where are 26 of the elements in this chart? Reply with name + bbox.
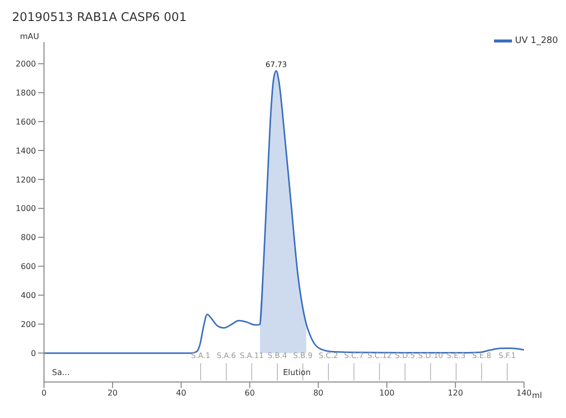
y-tick-label: 600 xyxy=(20,262,36,272)
x-tick-label: 40 xyxy=(176,388,186,398)
y-tick-label: 200 xyxy=(20,320,36,329)
y-tick-label: 1600 xyxy=(16,117,36,126)
y-tick-label: 800 xyxy=(20,233,36,242)
y-axis-title: mAU xyxy=(20,32,40,41)
y-tick-label: 1800 xyxy=(16,88,36,98)
chart-title: 20190513 RAB1A CASP6 001 xyxy=(12,10,187,24)
y-tick-label: 0 xyxy=(30,348,36,358)
x-axis-title: ml xyxy=(532,390,542,400)
line-series xyxy=(44,70,524,354)
x-tick-label: 120 xyxy=(448,388,464,398)
annotation: Sa... xyxy=(52,368,70,377)
x-tick-label: 20 xyxy=(107,388,118,398)
y-tick-label: 1200 xyxy=(16,175,36,184)
y-tick-label: 2000 xyxy=(16,60,36,69)
annotation: Elution xyxy=(282,368,312,377)
x-tick-label: 60 xyxy=(244,388,255,398)
x-tick-label: 80 xyxy=(313,388,324,398)
legend-label: UV 1_280 xyxy=(514,36,558,46)
x-tick-label: 100 xyxy=(379,388,394,398)
y-tick-label: 400 xyxy=(20,291,36,300)
y-tick-label: 1400 xyxy=(16,146,36,156)
y-tick-label: 1000 xyxy=(16,204,36,214)
x-tick-label: 0 xyxy=(41,388,47,398)
x-tick-label: 140 xyxy=(516,388,532,398)
